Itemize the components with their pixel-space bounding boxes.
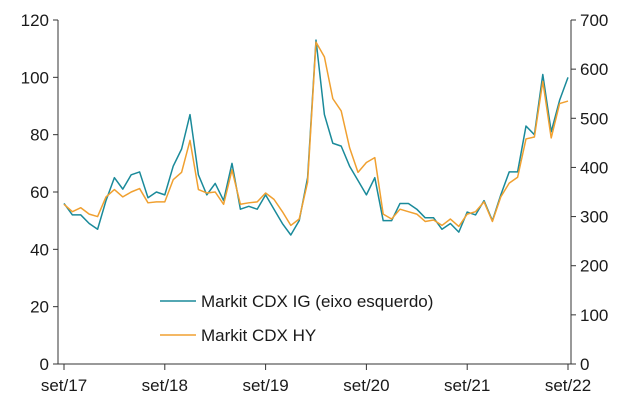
left-tick-label: 20: [30, 298, 49, 317]
x-tick-label: set/17: [41, 376, 87, 395]
x-tick-label: set/21: [444, 376, 490, 395]
series-line-cdx-ig: [63, 39, 569, 236]
left-axis-tick-labels: 0 20 40 60 80 100 120: [21, 11, 49, 374]
right-axis-tick-labels: 0 100 200 300 400 500 600 700: [580, 11, 608, 374]
series-lines: [63, 39, 569, 236]
right-tick-label: 0: [580, 355, 589, 374]
right-tick-label: 500: [580, 109, 608, 128]
left-tick-label: 60: [30, 183, 49, 202]
right-tick-label: 200: [580, 257, 608, 276]
left-tick-label: 40: [30, 240, 49, 259]
legend-label-ig: Markit CDX IG (eixo esquerdo): [201, 292, 433, 311]
axes: [53, 19, 576, 370]
legend-label-hy: Markit CDX HY: [201, 326, 316, 345]
series-line-cdx-hy: [63, 41, 569, 228]
x-tick-label: set/22: [545, 376, 591, 395]
x-tick-label: set/20: [343, 376, 389, 395]
left-tick-label: 0: [40, 355, 49, 374]
x-tick-label: set/18: [142, 376, 188, 395]
x-tick-label: set/19: [242, 376, 288, 395]
right-tick-label: 400: [580, 158, 608, 177]
right-tick-label: 100: [580, 306, 608, 325]
right-tick-label: 300: [580, 208, 608, 227]
right-tick-label: 600: [580, 60, 608, 79]
left-tick-label: 100: [21, 68, 49, 87]
left-tick-label: 80: [30, 126, 49, 145]
left-tick-label: 120: [21, 11, 49, 30]
x-axis-tick-labels: set/17 set/18 set/19 set/20 set/21 set/22: [41, 376, 591, 395]
right-tick-label: 700: [580, 11, 608, 30]
legend: Markit CDX IG (eixo esquerdo) Markit CDX…: [160, 292, 433, 345]
